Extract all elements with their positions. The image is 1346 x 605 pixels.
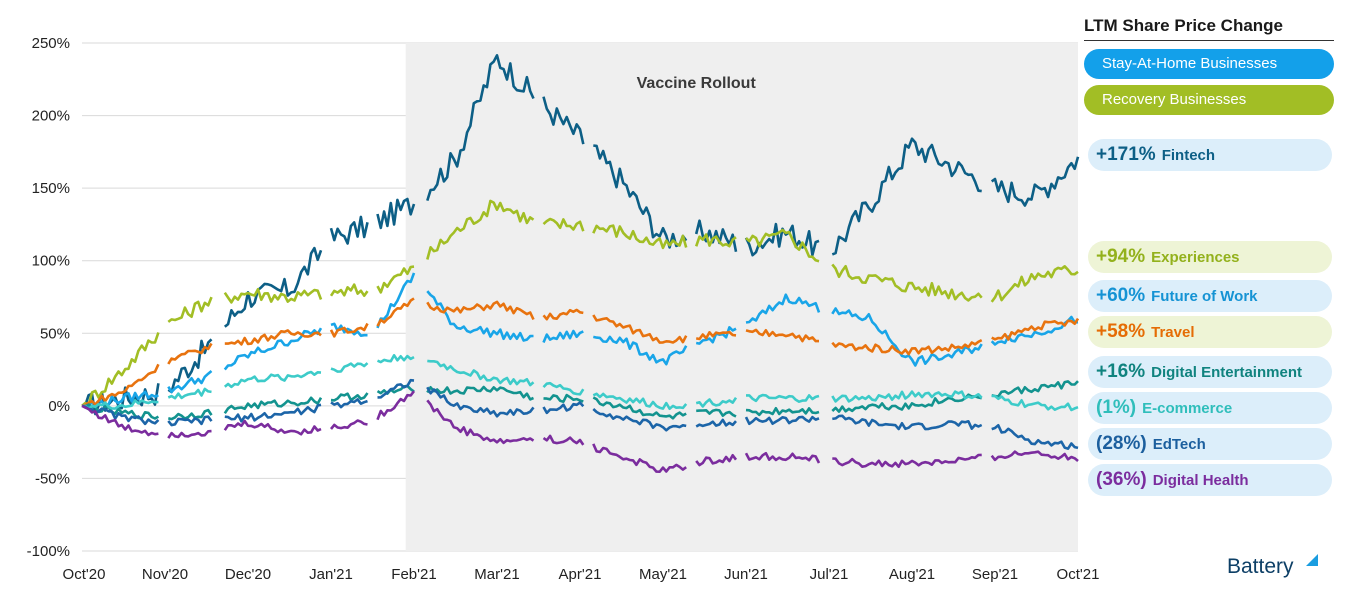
legend-entry-pct: +58%	[1096, 321, 1146, 342]
x-tick-label: Jul'21	[810, 566, 849, 583]
legend-entry-name: Digital Entertainment	[1151, 364, 1302, 381]
legend-panel: LTM Share Price Change Stay-At-Home Busi…	[1084, 16, 1334, 121]
legend-entry-name: E-commerce	[1142, 400, 1233, 417]
legend-entry-name: Experiences	[1151, 249, 1240, 266]
x-tick-label: Aug'21	[889, 566, 935, 583]
legend-entry-pct: +60%	[1096, 285, 1146, 306]
y-tick-label: 0%	[48, 398, 70, 415]
y-tick-label: 200%	[32, 108, 70, 125]
legend-entry-pct: +94%	[1096, 246, 1146, 267]
series-line-edtech	[81, 378, 1079, 450]
legend-entry-name: Future of Work	[1151, 288, 1258, 305]
legend-entry-name: Digital Health	[1152, 472, 1249, 489]
vaccine-rollout-region: Vaccine Rollout	[405, 43, 1078, 551]
x-tick-label: Dec'20	[225, 566, 271, 583]
group-stay-at-home: Stay-At-Home Businesses	[1084, 49, 1334, 79]
series-line-e-commerce	[82, 354, 1079, 412]
legend-entry-pct: (1%)	[1096, 397, 1137, 418]
vaccine-rollout-shade	[405, 43, 1078, 551]
x-tick-label: Nov'20	[142, 566, 188, 583]
legend-entry-name: EdTech	[1152, 436, 1206, 453]
legend-entry-fintech: +171% Fintech	[1088, 139, 1332, 171]
legend-entry-pct: (28%)	[1096, 433, 1147, 454]
x-tick-label: Apr'21	[559, 566, 602, 583]
legend-entry-future-of-work: +60% Future of Work	[1088, 280, 1332, 312]
y-tick-label: -50%	[35, 470, 70, 487]
y-tick-label: 250%	[32, 35, 70, 52]
axes: -100% -50% 0% 50% 100% 150% 200% 250% Oct'20 Nov'…	[27, 35, 1100, 583]
legend-entry-pct: (36%)	[1096, 469, 1147, 490]
x-tick-label: Sep'21	[972, 566, 1018, 583]
legend-entry-digital-health: (36%) Digital Health	[1088, 464, 1332, 496]
legend-entry-e-commerce: (1%) E-commerce	[1088, 392, 1332, 424]
series-line-travel	[81, 297, 1080, 408]
series-line-experiences	[81, 199, 1079, 407]
legend-entry-pct: +16%	[1096, 361, 1146, 382]
legend-entry-pct: +171%	[1096, 144, 1156, 165]
group-recovery: Recovery Businesses	[1084, 85, 1334, 115]
legend-entry-travel: +58% Travel	[1088, 316, 1332, 348]
x-tick-label: Jun'21	[724, 566, 768, 583]
battery-logo-mark-icon	[1306, 554, 1318, 566]
battery-logo-text: Battery	[1227, 555, 1294, 578]
series-lines	[81, 54, 1080, 473]
legend-entry-name: Fintech	[1161, 147, 1216, 164]
x-tick-label: Jan'21	[309, 566, 353, 583]
legend-entry-digital-entertainment: +16% Digital Entertainment	[1088, 356, 1332, 388]
x-tick-label: Oct'20	[63, 566, 106, 583]
legend-entry-name: Travel	[1151, 324, 1195, 341]
vaccine-rollout-label: Vaccine Rollout	[637, 75, 757, 92]
series-line-digital-entertainment	[81, 380, 1079, 421]
legend-entry-edtech: (28%) EdTech	[1088, 428, 1332, 460]
y-tick-label: 150%	[32, 180, 70, 197]
y-tick-label: 50%	[40, 325, 70, 342]
x-tick-label: May'21	[639, 566, 687, 583]
legend-entry-experiences: +94% Experiences	[1088, 241, 1332, 273]
x-tick-label: Mar'21	[474, 566, 519, 583]
series-line-digital-health	[81, 390, 1079, 473]
legend-title: LTM Share Price Change	[1084, 16, 1334, 41]
y-tick-label: 100%	[32, 253, 70, 270]
x-tick-label: Oct'21	[1057, 566, 1100, 583]
y-tick-label: -100%	[27, 543, 70, 560]
x-tick-label: Feb'21	[391, 566, 436, 583]
